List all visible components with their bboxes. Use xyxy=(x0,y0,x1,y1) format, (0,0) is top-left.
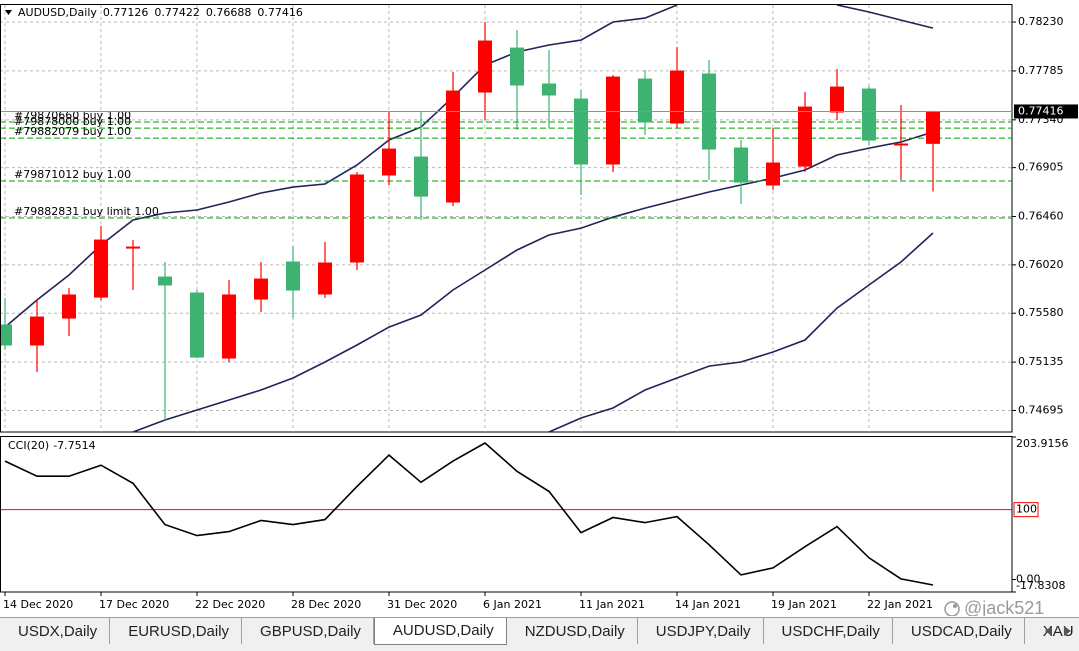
candle-body xyxy=(606,76,620,165)
chart-tab[interactable]: USDJPY,Daily xyxy=(638,618,764,644)
last-price-box xyxy=(1014,104,1078,119)
header-high: 0.77422 xyxy=(154,6,200,19)
candle-body xyxy=(382,148,396,176)
x-tick-label: 6 Jan 2021 xyxy=(483,598,542,611)
level-box xyxy=(1013,502,1039,518)
y-tick-label: 0.76905 xyxy=(1018,161,1064,174)
cci-line xyxy=(4,442,934,586)
cci-tick-label: 0.00 xyxy=(1016,573,1041,586)
candle-body xyxy=(350,174,364,263)
candle-body xyxy=(62,294,76,319)
watermark: @jack521 xyxy=(964,598,1044,616)
candle-body xyxy=(478,40,492,93)
band-line xyxy=(4,5,934,328)
x-tick-label: 14 Dec 2020 xyxy=(3,598,73,611)
candle-body xyxy=(446,90,460,203)
chart-tab[interactable]: USDCAD,Daily xyxy=(893,618,1025,644)
candle-body xyxy=(1,324,12,346)
band-line xyxy=(548,232,934,432)
header-low: 0.76688 xyxy=(206,6,252,19)
candle-body xyxy=(158,276,172,286)
indicator-pane xyxy=(0,436,1013,593)
x-tick-label: 28 Dec 2020 xyxy=(291,598,361,611)
chart-tab[interactable]: EURUSD,Daily xyxy=(110,618,243,644)
candle-body xyxy=(862,88,876,141)
watermark-logo xyxy=(944,601,960,617)
chart-tab[interactable]: USDCHF,Daily xyxy=(764,618,893,644)
order-label: #79870660 buy 1.00 xyxy=(14,109,131,122)
candle-body xyxy=(318,262,332,295)
chart-tab[interactable]: NZDUSD,Daily xyxy=(507,618,638,644)
header-open: 0.77126 xyxy=(103,6,149,19)
tab-scroll xyxy=(1045,626,1071,636)
y-tick-label: 0.75135 xyxy=(1018,355,1064,368)
main-plot: #79870660 buy 1.00#79878000 buy 1.00#798… xyxy=(1,5,1012,432)
candle-body xyxy=(286,261,300,291)
chart-title: AUDUSD,Daily xyxy=(18,6,97,19)
last-price-label: 0.77416 xyxy=(1018,104,1064,117)
x-tick-label: 22 Jan 2021 xyxy=(867,598,933,611)
candle-body xyxy=(190,292,204,358)
chart-tab[interactable]: GBPUSD,Daily xyxy=(242,618,374,644)
candle-body xyxy=(414,156,428,197)
menu-arrow[interactable] xyxy=(5,10,12,15)
candle-body xyxy=(574,98,588,165)
cci-title: CCI(20) xyxy=(8,439,49,452)
candle-body xyxy=(222,294,236,359)
level-label: 100 xyxy=(1016,503,1037,516)
candle-body xyxy=(830,86,844,113)
candle-body xyxy=(94,239,108,298)
x-tick-label: 17 Dec 2020 xyxy=(99,598,169,611)
x-tick-label: 11 Jan 2021 xyxy=(579,598,645,611)
candle-body xyxy=(638,78,652,123)
y-tick-label: 0.78230 xyxy=(1018,15,1064,28)
band-line xyxy=(132,131,934,432)
chart-tab[interactable]: USDX,Daily xyxy=(0,618,111,644)
candle-body xyxy=(798,106,812,167)
header-close: 0.77416 xyxy=(257,6,303,19)
cci-header: CCI(20) -7.7514 xyxy=(8,439,96,452)
chart-header: AUDUSD,Daily 0.77126 0.77422 0.76688 0.77416 xyxy=(18,6,303,19)
cci-value: -7.7514 xyxy=(53,439,95,452)
cci-tick-label: -17.8308 xyxy=(1016,579,1065,592)
x-tick-label: 19 Jan 2021 xyxy=(771,598,837,611)
x-tick-label: 22 Dec 2020 xyxy=(195,598,265,611)
cci-tick-label: 203.9156 xyxy=(1016,437,1069,450)
order-label: #79878000 buy 1.00 xyxy=(14,115,131,128)
order-label: #79882079 buy 1.00 xyxy=(14,125,131,138)
y-tick-label: 0.74695 xyxy=(1018,403,1064,416)
cci-plot xyxy=(1,442,1012,586)
x-tick-label: 14 Jan 2021 xyxy=(675,598,741,611)
candle-body xyxy=(510,47,524,86)
candle-body xyxy=(542,83,556,96)
candle-body xyxy=(670,70,684,124)
candle-body xyxy=(734,147,748,183)
scroll-left[interactable] xyxy=(1045,626,1052,636)
order-label: #79882831 buy limit 1.00 xyxy=(14,205,159,218)
candle-body xyxy=(30,316,44,346)
chart: #79870660 buy 1.00#79878000 buy 1.00#798… xyxy=(0,4,1078,618)
y-tick-label: 0.76020 xyxy=(1018,258,1064,271)
y-tick-label: 0.77785 xyxy=(1018,64,1064,77)
candle-body xyxy=(894,143,908,146)
candle-body xyxy=(766,162,780,186)
order-label: #79871012 buy 1.00 xyxy=(14,168,131,181)
candle-body xyxy=(926,110,940,144)
tab-bar: USDX,Daily EURUSD,Daily GBPUSD,Daily AUDUSD… xyxy=(0,617,1079,651)
candle-body xyxy=(126,246,140,249)
y-tick-label: 0.76460 xyxy=(1018,210,1064,223)
x-tick-label: 31 Dec 2020 xyxy=(387,598,457,611)
chart-tab[interactable]: AUDUSD,Daily xyxy=(373,618,507,645)
scroll-right[interactable] xyxy=(1064,626,1071,636)
candle-body xyxy=(254,278,268,300)
y-tick-label: 0.75580 xyxy=(1018,306,1064,319)
axes: 0.782300.777850.773400.769050.764600.760… xyxy=(3,6,1078,611)
